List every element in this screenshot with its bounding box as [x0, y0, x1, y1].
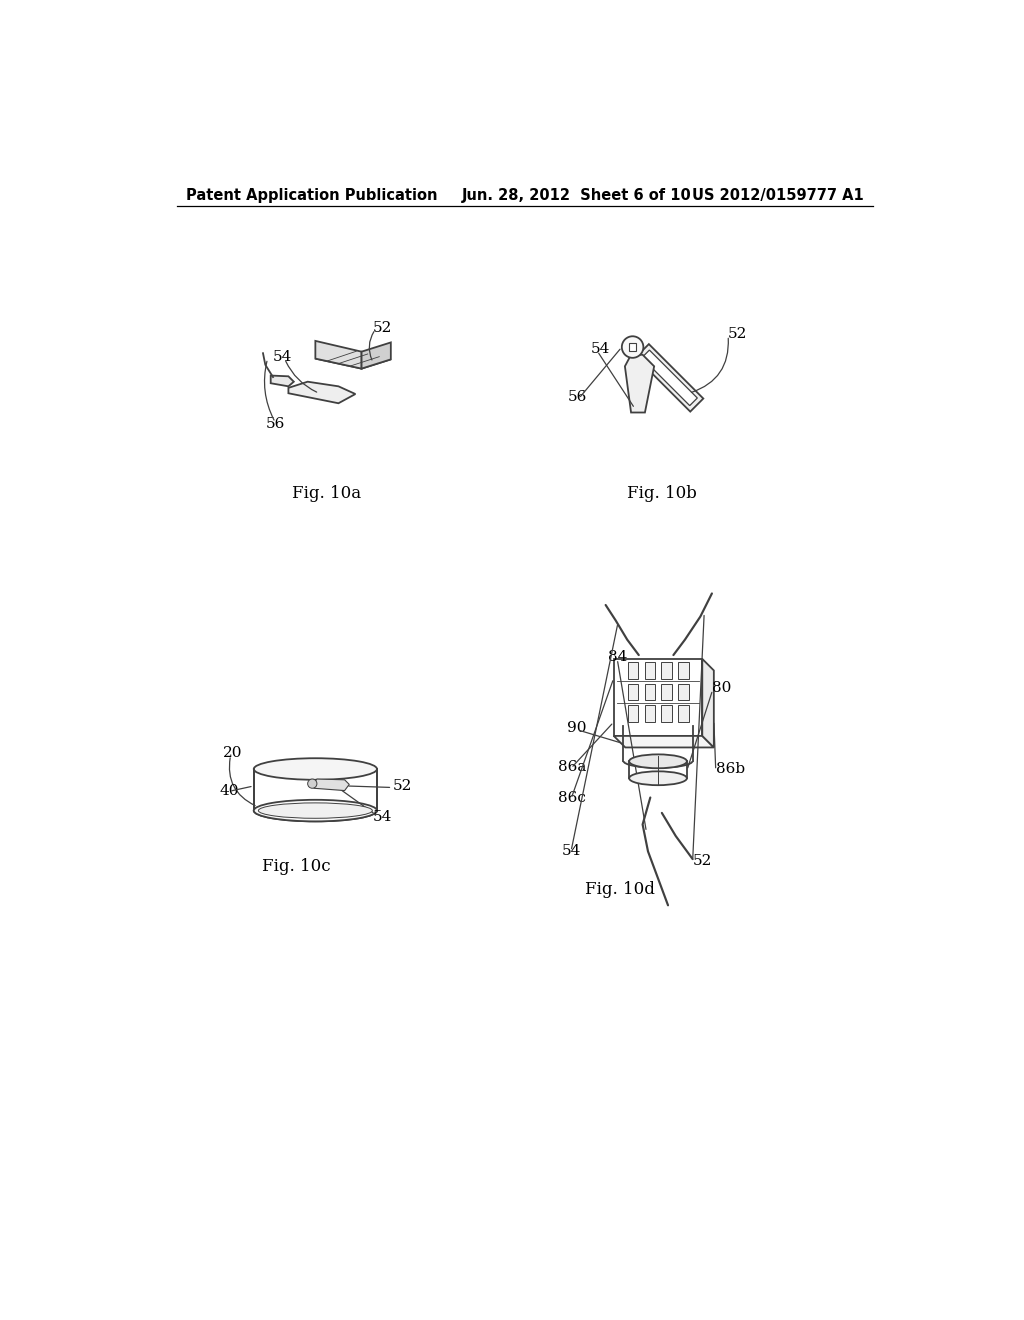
Polygon shape — [613, 659, 702, 737]
Text: 80: 80 — [712, 681, 731, 696]
Polygon shape — [679, 705, 689, 722]
Polygon shape — [636, 345, 703, 412]
Ellipse shape — [254, 800, 377, 821]
Polygon shape — [361, 342, 391, 368]
Polygon shape — [702, 659, 714, 747]
Text: 84: 84 — [608, 651, 628, 664]
Polygon shape — [628, 705, 638, 722]
Text: US 2012/0159777 A1: US 2012/0159777 A1 — [692, 187, 863, 203]
Polygon shape — [679, 663, 689, 678]
Circle shape — [307, 779, 316, 788]
Text: 54: 54 — [373, 809, 392, 824]
Polygon shape — [315, 341, 361, 368]
Text: 52: 52 — [392, 779, 412, 793]
Ellipse shape — [258, 803, 373, 818]
Ellipse shape — [254, 758, 377, 780]
Text: 20: 20 — [223, 746, 243, 760]
Text: Fig. 10d: Fig. 10d — [585, 882, 654, 899]
Circle shape — [622, 337, 643, 358]
Polygon shape — [270, 376, 294, 387]
Text: 52: 52 — [727, 327, 746, 341]
Polygon shape — [313, 779, 349, 791]
Text: 54: 54 — [591, 342, 610, 356]
Text: Patent Application Publication: Patent Application Publication — [186, 187, 437, 203]
Text: 52: 52 — [373, 321, 392, 335]
Polygon shape — [662, 705, 672, 722]
Text: 86b: 86b — [716, 762, 744, 776]
Text: Jun. 28, 2012  Sheet 6 of 10: Jun. 28, 2012 Sheet 6 of 10 — [462, 187, 691, 203]
Polygon shape — [628, 684, 638, 701]
Polygon shape — [613, 737, 714, 747]
Ellipse shape — [629, 755, 687, 768]
Text: Fig. 10c: Fig. 10c — [262, 858, 331, 875]
Text: 54: 54 — [562, 845, 582, 858]
Ellipse shape — [254, 800, 377, 821]
Bar — [629, 343, 637, 351]
Ellipse shape — [624, 754, 692, 768]
Text: 40: 40 — [219, 784, 239, 799]
Polygon shape — [628, 663, 638, 678]
Ellipse shape — [624, 719, 692, 733]
Polygon shape — [644, 705, 655, 722]
Text: 86c: 86c — [558, 791, 586, 804]
Polygon shape — [644, 684, 655, 701]
Text: 52: 52 — [692, 854, 712, 867]
Text: 86a: 86a — [558, 760, 587, 774]
Ellipse shape — [629, 771, 687, 785]
Text: 90: 90 — [567, 721, 587, 735]
Polygon shape — [679, 684, 689, 701]
Text: 54: 54 — [273, 350, 293, 364]
Polygon shape — [625, 355, 654, 412]
Text: Fig. 10a: Fig. 10a — [292, 484, 361, 502]
Polygon shape — [642, 350, 697, 405]
Polygon shape — [644, 663, 655, 678]
Text: 56: 56 — [568, 391, 588, 404]
Polygon shape — [289, 381, 355, 404]
Polygon shape — [662, 663, 672, 678]
Text: Fig. 10b: Fig. 10b — [627, 484, 696, 502]
Text: 56: 56 — [265, 417, 285, 432]
Polygon shape — [662, 684, 672, 701]
Polygon shape — [624, 726, 692, 760]
Polygon shape — [254, 770, 377, 810]
Polygon shape — [315, 348, 391, 368]
